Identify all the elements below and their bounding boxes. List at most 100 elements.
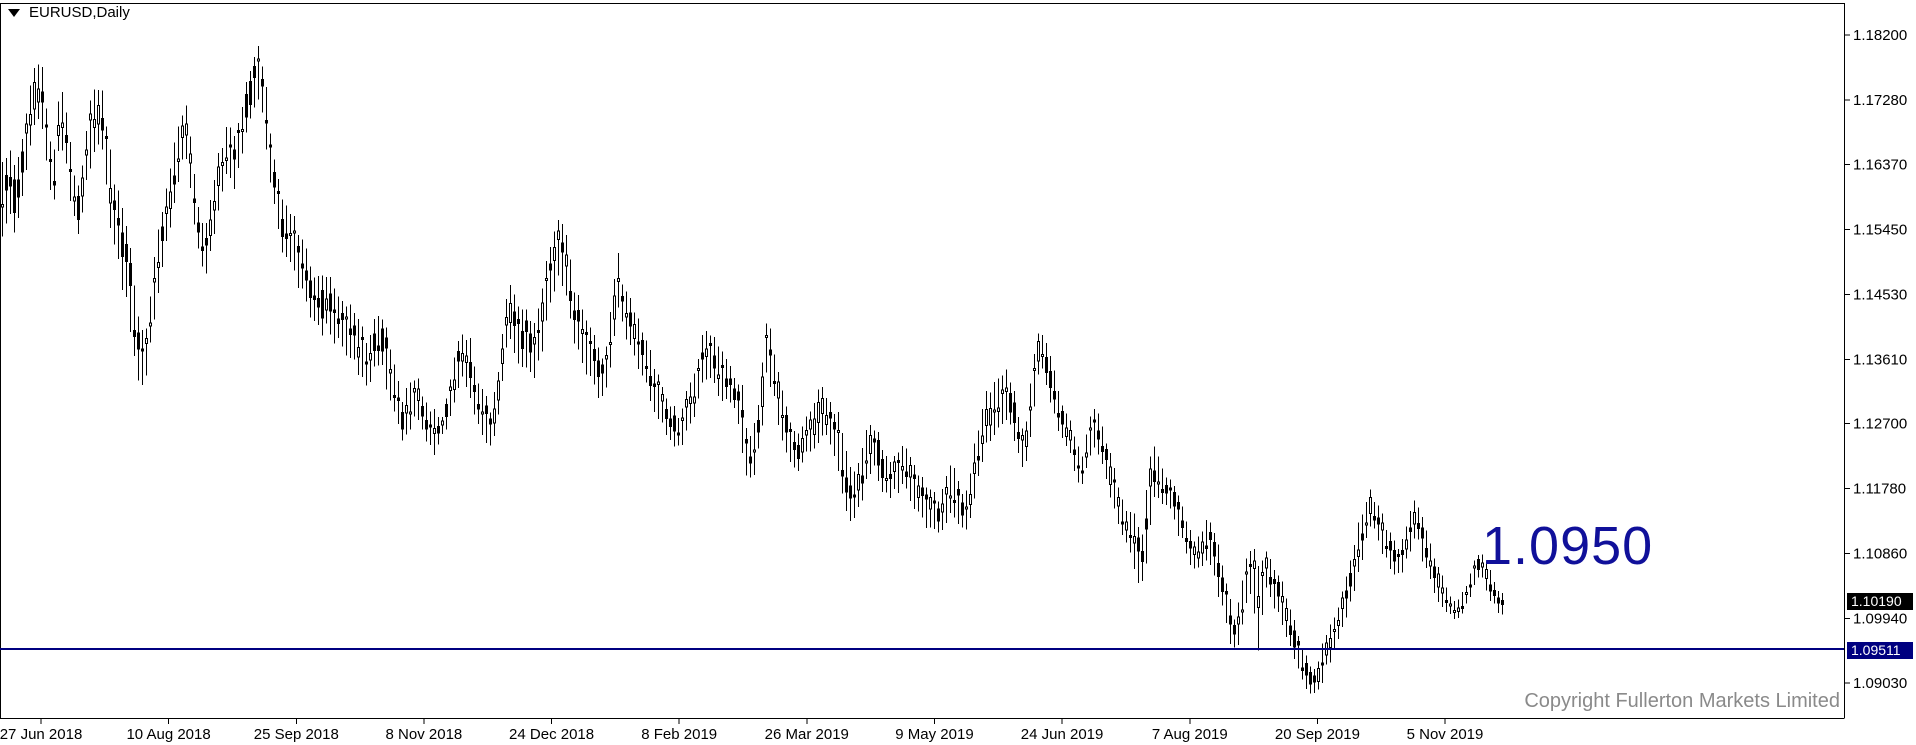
bar-body [1285, 607, 1288, 621]
bar-body [1097, 430, 1100, 440]
bar-body [977, 456, 980, 461]
bar-body [1237, 616, 1240, 625]
bar-body [17, 179, 20, 198]
price-axis[interactable]: 1.18200 1.17280 1.16370 1.15450 1.14530 1.136… [1845, 27, 1907, 692]
bar-body [477, 403, 480, 410]
bar-body [1, 204, 4, 208]
bar-body [1057, 413, 1060, 418]
bar-body [1105, 449, 1108, 461]
bar-body [585, 332, 588, 336]
bar-body [145, 337, 148, 344]
bar-body [1401, 550, 1404, 556]
bar-body [1141, 550, 1144, 562]
bar-body [85, 149, 88, 156]
bar-body [649, 376, 652, 387]
date-axis-label: 27 Jun 2018 [0, 726, 82, 743]
bar-body [569, 291, 572, 301]
bar-body [1117, 497, 1120, 507]
bar-body [169, 191, 172, 209]
bar-body [673, 415, 676, 432]
bar-body [1361, 533, 1364, 541]
bar-body [941, 503, 944, 513]
bar-body [1005, 387, 1008, 392]
symbol-collapse-triangle-icon[interactable] [8, 8, 20, 17]
bar-body [509, 302, 512, 323]
bar-body [325, 298, 328, 311]
price-axis-label: 1.16370 [1853, 156, 1907, 173]
bar-body [1441, 587, 1444, 594]
bar-body [1245, 571, 1248, 575]
bar-body [1281, 596, 1284, 603]
bar-body [21, 151, 24, 173]
bar-body [909, 465, 912, 478]
bar-body [553, 247, 556, 261]
bar-body [541, 302, 544, 322]
bar-body [29, 114, 32, 126]
bar-body [1257, 596, 1260, 608]
bar-body [341, 313, 344, 320]
bar-body [1149, 468, 1152, 487]
bar-body [269, 144, 272, 148]
bar-body [257, 58, 260, 62]
bar-body [69, 168, 72, 172]
bar-body [629, 312, 632, 327]
bar-body [117, 218, 120, 226]
bar-body [1157, 481, 1160, 485]
bar-body [33, 82, 36, 110]
bar-body [73, 196, 76, 202]
bar-body [525, 320, 528, 333]
bar-body [1373, 516, 1376, 521]
bar-body [809, 419, 812, 430]
bar-body [1253, 560, 1256, 569]
bar-body [249, 81, 252, 105]
bar-body [245, 93, 248, 118]
bar-body [961, 502, 964, 516]
bar-body [1353, 558, 1356, 567]
bar-body [769, 349, 772, 356]
bar-body [517, 319, 520, 324]
bar-body [633, 324, 636, 339]
ohlc-bars [1, 45, 1504, 694]
bar-body [1201, 541, 1204, 554]
bar-body [241, 129, 244, 132]
time-axis[interactable]: 27 Jun 2018 10 Aug 2018 25 Sep 2018 8 Nov 2… [0, 719, 1483, 743]
bar-body [1045, 357, 1048, 373]
bar-body [557, 230, 560, 240]
bar-body [389, 368, 392, 374]
bar-body [1029, 406, 1032, 411]
bar-body [705, 348, 708, 357]
bar-body [365, 361, 368, 365]
bar-body [813, 418, 816, 436]
bar-body [1049, 371, 1052, 389]
copyright-watermark: Copyright Fullerton Markets Limited [1524, 690, 1840, 712]
bar-body [1321, 662, 1324, 666]
bar-body [153, 278, 156, 283]
bar-body [829, 412, 832, 419]
bar-body [1369, 497, 1372, 515]
bar-body [641, 339, 644, 355]
bar-body [745, 439, 748, 444]
bar-body [381, 328, 384, 352]
bar-body [593, 349, 596, 361]
bar-body [1437, 573, 1440, 588]
bar-body [393, 394, 396, 398]
bar-body [469, 361, 472, 378]
bar-body [309, 280, 312, 298]
bar-body [409, 411, 412, 415]
bar-body [1417, 523, 1420, 529]
bar-body [1421, 527, 1424, 539]
bar-body [465, 355, 468, 363]
bar-body [485, 405, 488, 414]
bar-body [1309, 672, 1312, 685]
bar-body [1489, 584, 1492, 592]
bar-body [1033, 367, 1036, 371]
bar-body [1261, 572, 1264, 577]
bar-body [361, 337, 364, 341]
bar-body [1177, 502, 1180, 510]
bar-body [1269, 577, 1272, 585]
bar-body [529, 333, 532, 353]
bar-body [333, 309, 336, 314]
bar-body [133, 330, 136, 337]
bar-body [1169, 487, 1172, 491]
